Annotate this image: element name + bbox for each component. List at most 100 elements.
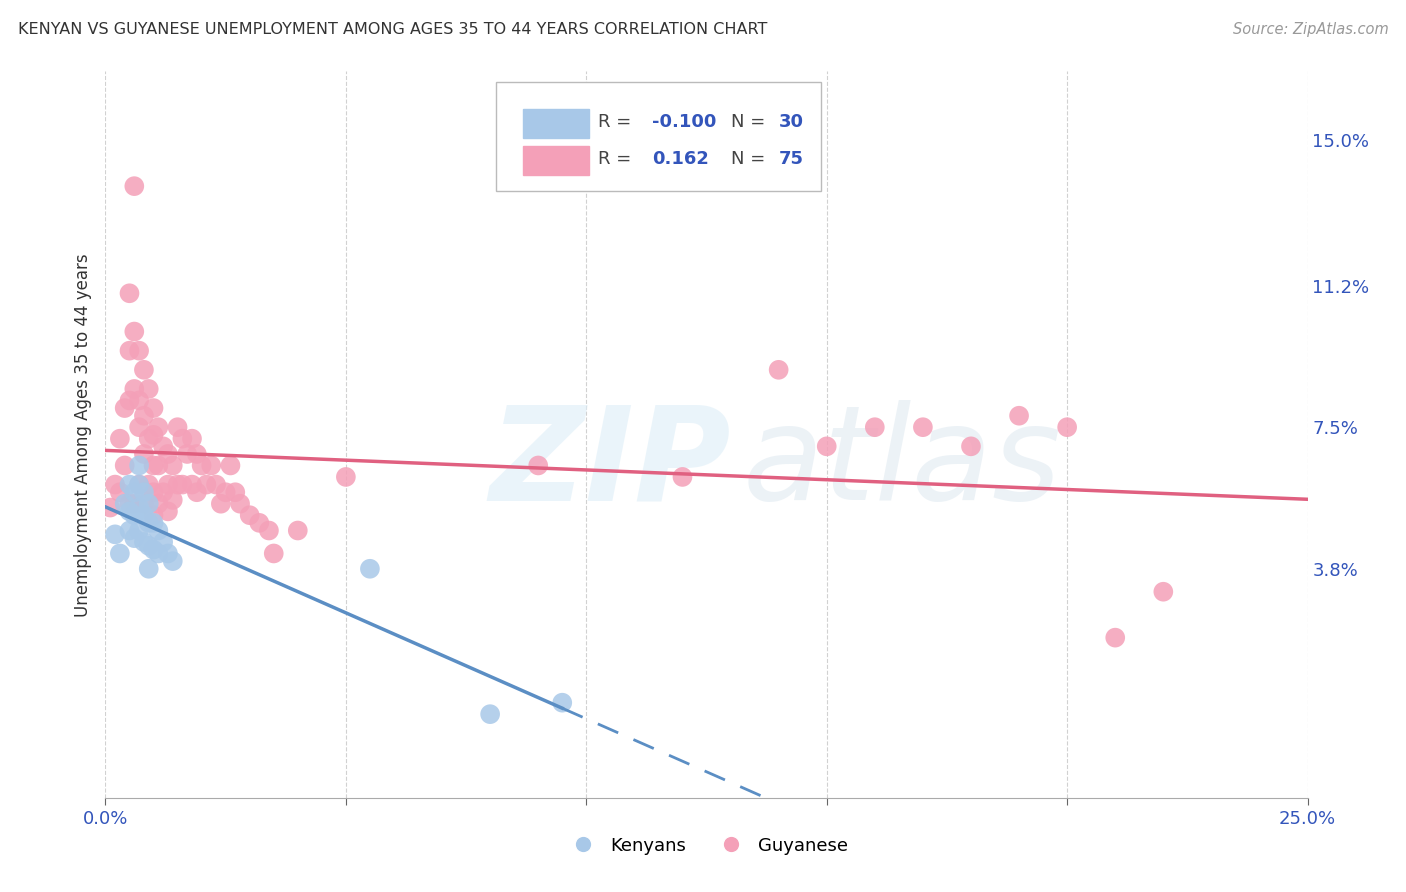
Point — [132, 485, 155, 500]
Point — [152, 485, 174, 500]
Point — [551, 696, 574, 710]
Point — [186, 485, 208, 500]
Point — [162, 458, 184, 473]
Point — [172, 477, 194, 491]
Point — [138, 432, 160, 446]
Point — [209, 497, 232, 511]
Point — [138, 497, 160, 511]
Point — [156, 546, 179, 560]
Point — [118, 477, 141, 491]
Point — [128, 420, 150, 434]
Point — [104, 477, 127, 491]
Point — [138, 516, 160, 530]
Point — [148, 546, 170, 560]
Text: 0.162: 0.162 — [652, 150, 709, 168]
Point — [132, 409, 155, 423]
Point — [186, 447, 208, 461]
Point — [132, 497, 155, 511]
Point — [138, 562, 160, 576]
Point — [190, 458, 212, 473]
Point — [124, 531, 146, 545]
Point — [118, 524, 141, 538]
Point — [263, 546, 285, 560]
Point — [118, 286, 141, 301]
Point — [287, 524, 309, 538]
Point — [479, 707, 502, 722]
FancyBboxPatch shape — [496, 82, 821, 191]
Point — [142, 485, 165, 500]
Point — [359, 562, 381, 576]
Point — [108, 432, 131, 446]
Point — [768, 363, 790, 377]
Point — [132, 508, 155, 523]
Point — [148, 524, 170, 538]
Point — [224, 485, 246, 500]
Point — [138, 539, 160, 553]
Point — [162, 554, 184, 568]
Point — [138, 382, 160, 396]
Point — [118, 393, 141, 408]
Text: R =: R = — [599, 113, 637, 131]
Point — [527, 458, 550, 473]
Point — [128, 524, 150, 538]
Point — [671, 470, 693, 484]
Point — [247, 516, 270, 530]
Point — [108, 546, 131, 560]
Point — [335, 470, 357, 484]
Text: KENYAN VS GUYANESE UNEMPLOYMENT AMONG AGES 35 TO 44 YEARS CORRELATION CHART: KENYAN VS GUYANESE UNEMPLOYMENT AMONG AG… — [18, 22, 768, 37]
Point — [128, 477, 150, 491]
Point — [124, 497, 146, 511]
Point — [124, 508, 146, 523]
Point — [148, 497, 170, 511]
Point — [142, 401, 165, 415]
Point — [108, 485, 131, 500]
Bar — [523, 109, 589, 138]
Point — [214, 485, 236, 500]
Point — [142, 508, 165, 523]
Text: R =: R = — [599, 150, 643, 168]
Point — [142, 516, 165, 530]
Point — [156, 447, 179, 461]
Point — [142, 542, 165, 557]
Text: atlas: atlas — [742, 401, 1062, 527]
Point — [148, 420, 170, 434]
Point — [1104, 631, 1126, 645]
Point — [142, 428, 165, 442]
Point — [162, 492, 184, 507]
Point — [172, 432, 194, 446]
Point — [128, 393, 150, 408]
Text: N =: N = — [731, 113, 770, 131]
Point — [176, 447, 198, 461]
Point — [114, 458, 136, 473]
Point — [205, 477, 228, 491]
Point — [195, 477, 218, 491]
Legend: Kenyans, Guyanese: Kenyans, Guyanese — [558, 830, 855, 862]
Point — [142, 458, 165, 473]
Point — [128, 343, 150, 358]
Y-axis label: Unemployment Among Ages 35 to 44 years: Unemployment Among Ages 35 to 44 years — [73, 253, 91, 616]
Point — [124, 382, 146, 396]
Point — [132, 363, 155, 377]
Point — [815, 439, 838, 453]
Point — [128, 477, 150, 491]
Point — [114, 401, 136, 415]
Point — [124, 325, 146, 339]
Point — [1152, 584, 1174, 599]
Point — [114, 497, 136, 511]
Point — [166, 420, 188, 434]
Point — [152, 535, 174, 549]
Text: 30: 30 — [779, 113, 804, 131]
Point — [1008, 409, 1031, 423]
Point — [960, 439, 983, 453]
Point — [1056, 420, 1078, 434]
Point — [200, 458, 222, 473]
Point — [132, 447, 155, 461]
Point — [181, 477, 204, 491]
Text: Source: ZipAtlas.com: Source: ZipAtlas.com — [1233, 22, 1389, 37]
Text: ZIP: ZIP — [489, 401, 731, 527]
Point — [124, 485, 146, 500]
Point — [118, 504, 141, 518]
Point — [219, 458, 242, 473]
Point — [239, 508, 262, 523]
Bar — [523, 145, 589, 175]
